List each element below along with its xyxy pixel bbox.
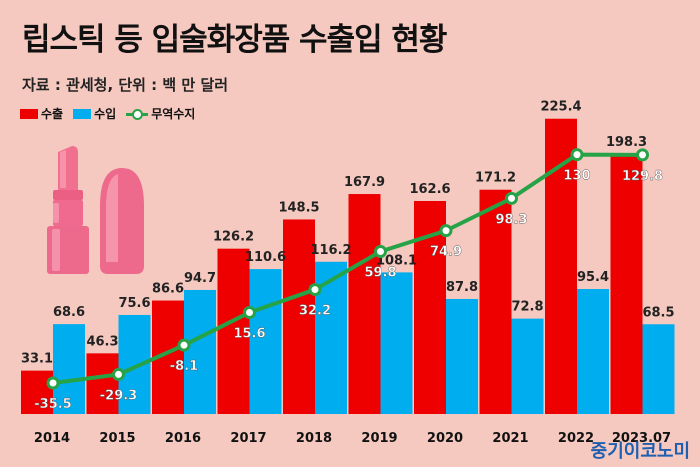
x-tick-2023.07: 2023.07 bbox=[612, 431, 671, 446]
chart-title: 립스틱 등 입술화장품 수출입 현황 bbox=[22, 22, 447, 58]
x-tick-2017: 2017 bbox=[230, 431, 266, 446]
balance-series-line bbox=[52, 152, 643, 385]
label-export-2015: 46.3 bbox=[86, 334, 118, 349]
bar-import-2022 bbox=[577, 289, 609, 414]
balance-point-2021 bbox=[505, 191, 518, 205]
label-export-2018: 148.5 bbox=[278, 200, 319, 215]
label-balance-2022: 130 bbox=[563, 169, 590, 184]
label-export-2022: 225.4 bbox=[540, 100, 581, 115]
x-tick-2019: 2019 bbox=[361, 431, 397, 446]
lipstick-icon bbox=[47, 146, 89, 274]
x-tick-2022: 2022 bbox=[558, 431, 594, 446]
legend-item-export: 수출 bbox=[20, 105, 63, 122]
label-balance-2015: -29.3 bbox=[100, 388, 137, 403]
x-tick-2015: 2015 bbox=[99, 431, 135, 446]
legend-item-balance: 무역수지 bbox=[126, 105, 195, 122]
label-import-2015: 75.6 bbox=[118, 296, 150, 311]
bar-export-2017 bbox=[217, 248, 250, 414]
label-export-2023.07: 198.3 bbox=[606, 135, 647, 150]
label-import-2022: 95.4 bbox=[577, 270, 609, 285]
legend-label-import: 수입 bbox=[94, 107, 117, 121]
bar-import-2021 bbox=[511, 318, 544, 414]
x-tick-2018: 2018 bbox=[296, 431, 332, 446]
bar-import-2016 bbox=[184, 289, 216, 414]
bar-export-2022 bbox=[545, 118, 577, 414]
balance-point-2015 bbox=[112, 367, 125, 381]
label-balance-2017: 15.6 bbox=[233, 326, 265, 341]
label-balance-2016: -8.1 bbox=[170, 359, 198, 374]
label-export-2020: 162.6 bbox=[409, 182, 450, 197]
label-export-2017: 126.2 bbox=[213, 230, 254, 245]
label-balance-2023.07: 129.8 bbox=[622, 169, 663, 184]
x-tick-2016: 2016 bbox=[165, 431, 201, 446]
bar-import-2014 bbox=[53, 324, 85, 414]
balance-point-2022 bbox=[570, 148, 584, 162]
label-import-2021: 72.8 bbox=[511, 300, 543, 315]
label-export-2021: 171.2 bbox=[475, 171, 516, 186]
balance-point-2018 bbox=[308, 283, 322, 297]
balance-point-2019 bbox=[374, 244, 387, 258]
legend-label-balance: 무역수지 bbox=[151, 107, 196, 121]
label-export-2019: 167.9 bbox=[344, 175, 385, 190]
brand-logo: 중기이코노미 bbox=[590, 441, 690, 462]
label-import-2017: 110.6 bbox=[245, 250, 286, 265]
label-import-2023.07: 68.5 bbox=[642, 305, 674, 320]
label-balance-2019: 59.8 bbox=[364, 265, 396, 280]
label-export-2014: 33.1 bbox=[21, 352, 53, 367]
balance-point-2023.07 bbox=[636, 148, 649, 162]
x-tick-2014: 2014 bbox=[34, 431, 70, 446]
label-import-2018: 116.2 bbox=[310, 243, 351, 258]
chart-legend: 수출 수입 무역수지 bbox=[20, 105, 205, 122]
x-tick-2020: 2020 bbox=[427, 431, 463, 446]
legend-label-export: 수출 bbox=[41, 107, 64, 121]
bar-export-2019 bbox=[348, 194, 381, 414]
label-balance-2018: 32.2 bbox=[299, 304, 331, 319]
legend-swatch-balance bbox=[126, 108, 149, 120]
bar-import-2020 bbox=[446, 298, 478, 414]
label-import-2016: 94.7 bbox=[184, 271, 216, 286]
balance-point-2016 bbox=[177, 338, 191, 352]
label-balance-2021: 98.3 bbox=[495, 212, 527, 227]
bar-import-2017 bbox=[249, 269, 282, 414]
bar-export-2018 bbox=[283, 219, 315, 414]
legend-item-import: 수입 bbox=[73, 105, 116, 122]
legend-swatch-export bbox=[20, 108, 38, 119]
label-balance-2014: -35.5 bbox=[34, 397, 71, 412]
lipstick-bullet-icon bbox=[100, 168, 144, 274]
x-tick-2021: 2021 bbox=[492, 431, 528, 446]
label-balance-2020: 74.9 bbox=[430, 245, 462, 260]
legend-swatch-import bbox=[73, 108, 92, 119]
label-import-2014: 68.6 bbox=[53, 305, 85, 320]
bar-export-2015 bbox=[86, 353, 119, 414]
label-import-2019: 108.1 bbox=[376, 253, 417, 268]
bar-export-2014 bbox=[21, 370, 53, 414]
label-export-2016: 86.6 bbox=[152, 282, 184, 297]
bar-import-2023.07 bbox=[642, 324, 675, 414]
label-import-2020: 87.8 bbox=[446, 280, 478, 295]
balance-point-2017 bbox=[243, 305, 256, 319]
balance-point-2014 bbox=[46, 376, 60, 390]
bar-import-2019 bbox=[380, 272, 413, 414]
chart-source: 자료 : 관세청, 단위 : 백 만 달러 bbox=[22, 76, 229, 94]
bar-export-2021 bbox=[479, 189, 512, 414]
bar-export-2023.07 bbox=[610, 154, 643, 415]
balance-point-2020 bbox=[439, 224, 453, 238]
